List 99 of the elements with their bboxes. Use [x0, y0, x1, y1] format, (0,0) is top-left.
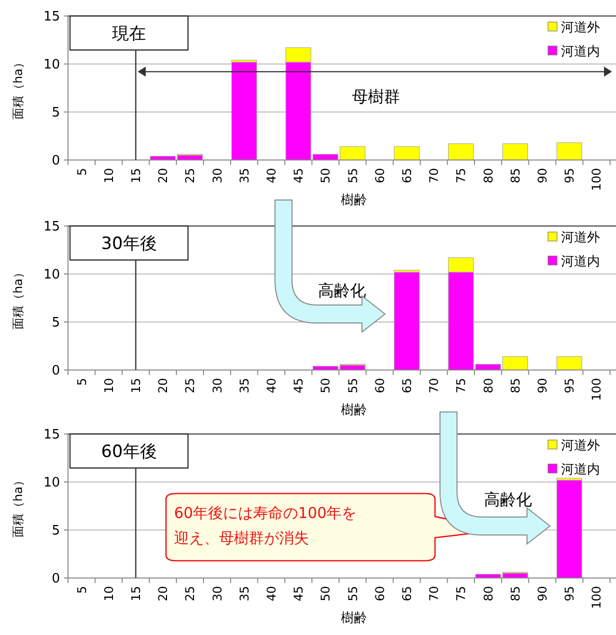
x-tick-label: 65	[400, 168, 414, 184]
x-tick-label: 10	[102, 586, 116, 602]
y-axis-title: 面積（ha）	[11, 266, 25, 330]
bar	[394, 272, 420, 370]
annotation: 60年後には寿命の100年を迎え、母樹群が消失	[174, 504, 357, 547]
x-tick-label: 5	[74, 168, 89, 176]
legend-label: 河道内	[561, 462, 600, 478]
x-tick-label: 100	[590, 378, 604, 401]
bar	[394, 146, 420, 160]
x-tick-label: 5	[74, 586, 89, 594]
x-tick-label: 70	[427, 168, 442, 184]
x-tick-label: 90	[535, 378, 550, 394]
y-tick-label: 15	[43, 428, 60, 443]
x-axis-title: 樹齢	[341, 403, 367, 418]
x-tick-label: 90	[535, 586, 550, 602]
x-tick-label: 70	[427, 586, 442, 602]
x-tick-label: 95	[562, 378, 577, 394]
x-tick-label: 35	[237, 378, 252, 394]
bar	[556, 356, 582, 370]
annotation: 30年後	[101, 234, 157, 254]
x-tick-label: 25	[183, 586, 198, 602]
x-tick-label: 35	[237, 586, 252, 602]
x-tick-label: 65	[400, 378, 414, 394]
x-tick-label: 40	[264, 168, 278, 184]
x-tick-label: 50	[318, 168, 333, 184]
bar	[231, 62, 257, 160]
x-tick-label: 90	[535, 168, 550, 184]
x-tick-label: 45	[292, 586, 306, 602]
x-tick-label: 60	[372, 168, 387, 184]
legend-label: 河道外	[561, 20, 600, 36]
y-tick-label: 0	[52, 364, 60, 379]
y-tick-label: 15	[43, 220, 60, 235]
x-tick-label: 60	[372, 378, 387, 394]
x-tick-label: 75	[454, 168, 468, 184]
x-tick-label: 40	[264, 586, 278, 602]
x-tick-label: 20	[156, 168, 170, 184]
annotation: 母樹群	[352, 87, 400, 106]
x-tick-label: 20	[156, 586, 170, 602]
x-tick-label: 70	[427, 378, 442, 394]
x-tick-label: 15	[128, 586, 143, 602]
x-tick-label: 25	[183, 168, 198, 184]
x-tick-label: 25	[183, 378, 198, 394]
x-tick-label: 80	[481, 168, 496, 184]
x-tick-label: 60	[372, 586, 387, 602]
x-tick-label: 45	[292, 168, 306, 184]
y-axis-title: 面積（ha）	[11, 474, 25, 538]
x-tick-label: 45	[292, 378, 306, 394]
y-tick-label: 5	[52, 524, 60, 539]
x-tick-label: 10	[102, 168, 116, 184]
bar	[556, 142, 582, 160]
x-tick-label: 80	[481, 378, 496, 394]
x-tick-label: 100	[590, 586, 604, 609]
x-tick-label: 95	[562, 586, 577, 602]
annotation: 高齢化	[318, 280, 366, 300]
x-axis-title: 樹齢	[341, 193, 367, 208]
x-tick-label: 75	[454, 378, 468, 394]
x-tick-label: 95	[562, 168, 577, 184]
annotation: 現在	[112, 24, 146, 44]
x-tick-label: 65	[400, 586, 414, 602]
x-tick-label: 30	[210, 378, 224, 394]
x-tick-label: 85	[508, 586, 522, 602]
x-tick-label: 15	[128, 168, 143, 184]
x-tick-label: 55	[346, 378, 360, 394]
annotation: 高齢化	[484, 490, 532, 509]
x-tick-label: 30	[210, 586, 224, 602]
x-tick-label: 100	[590, 168, 604, 191]
y-tick-label: 0	[52, 154, 60, 169]
x-tick-label: 55	[346, 168, 360, 184]
legend-label: 河道内	[561, 44, 600, 60]
legend-label: 河道内	[561, 254, 600, 270]
x-tick-label: 50	[318, 378, 333, 394]
y-tick-label: 0	[52, 572, 60, 587]
x-tick-label: 30	[210, 168, 224, 184]
y-tick-label: 10	[43, 476, 60, 491]
x-tick-label: 85	[508, 378, 522, 394]
y-tick-label: 5	[52, 316, 60, 331]
y-tick-label: 15	[43, 10, 60, 25]
x-tick-label: 35	[237, 168, 252, 184]
bar	[556, 480, 582, 578]
legend-label: 河道外	[561, 230, 600, 246]
x-tick-label: 80	[481, 586, 496, 602]
bar	[448, 143, 474, 160]
x-tick-label: 40	[264, 378, 278, 394]
y-axis-title: 面積（ha）	[11, 56, 25, 120]
bar	[502, 143, 528, 160]
x-tick-label: 75	[454, 586, 468, 602]
legend-label: 河道外	[561, 438, 600, 454]
y-tick-label: 5	[52, 106, 60, 121]
x-tick-label: 50	[318, 586, 333, 602]
x-tick-label: 5	[74, 378, 89, 386]
y-tick-label: 10	[43, 268, 60, 283]
x-tick-label: 15	[128, 378, 143, 394]
x-tick-label: 20	[156, 378, 170, 394]
x-axis-title: 樹齢	[341, 611, 367, 626]
x-tick-label: 10	[102, 378, 116, 394]
x-tick-label: 85	[508, 168, 522, 184]
x-tick-label: 55	[346, 586, 360, 602]
annotation: 60年後	[101, 442, 157, 462]
y-tick-label: 10	[43, 58, 60, 73]
